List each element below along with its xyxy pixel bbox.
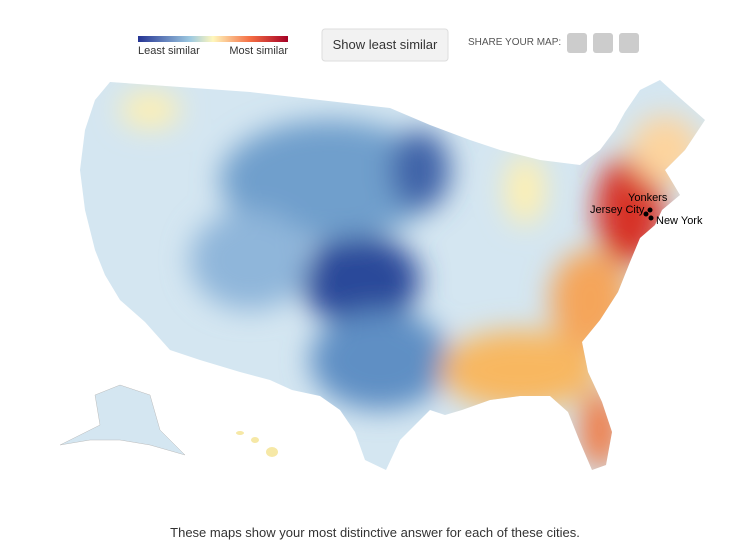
hawaii [236, 431, 278, 457]
facebook-icon[interactable] [567, 33, 587, 53]
link-icon[interactable] [619, 33, 639, 53]
city-dots [643, 207, 654, 221]
alaska [59, 384, 186, 456]
legend-ramp [138, 36, 288, 42]
city-label: Yonkers [628, 192, 668, 204]
share-label: SHARE YOUR MAP: [468, 37, 562, 48]
button-bg[interactable] [321, 28, 449, 62]
city-label: New York [656, 215, 703, 227]
button-label[interactable]: Show least similar [332, 37, 438, 52]
legend-low: Least similar [138, 45, 200, 57]
legend-high: Most similar [229, 45, 288, 57]
heat-surface [80, 80, 705, 470]
twitter-icon[interactable] [593, 33, 613, 53]
caption: These maps show your most distinctive an… [170, 525, 580, 540]
city-label: Jersey City [590, 204, 645, 216]
